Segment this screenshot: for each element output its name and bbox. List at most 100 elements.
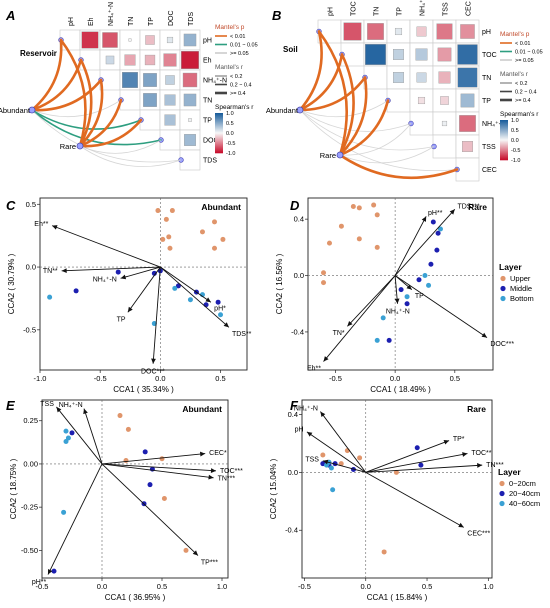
plot-title: Rare bbox=[468, 202, 487, 212]
legend-colorbar-step bbox=[500, 135, 508, 137]
sample-point bbox=[374, 244, 380, 250]
sample-point bbox=[393, 469, 399, 475]
plot-title: Rare bbox=[467, 404, 486, 414]
env-arrow-label: pH* bbox=[214, 305, 226, 312]
heatmap-cell bbox=[460, 24, 475, 39]
panel-letter-d: D bbox=[290, 198, 300, 213]
legend-colorbar-step bbox=[215, 131, 223, 133]
env-arrow-label: CEC*** bbox=[467, 530, 490, 537]
x-axis-label: CCA1 ( 35.34% ) bbox=[113, 385, 174, 394]
legend-colorbar-step bbox=[500, 130, 508, 132]
env-arrow-label: TSS bbox=[305, 457, 319, 464]
y-tick-label: -0.50 bbox=[21, 546, 38, 555]
heatmap-cell bbox=[182, 72, 198, 88]
group-node-label: Rare bbox=[60, 142, 76, 151]
group-node bbox=[76, 142, 84, 150]
sample-point bbox=[155, 208, 161, 214]
env-arrow-head bbox=[223, 322, 229, 328]
y-tick-label: 0.4 bbox=[294, 215, 304, 224]
env-arrow bbox=[160, 266, 212, 303]
heatmap-cell bbox=[164, 94, 176, 106]
group-node-label: Abundant bbox=[0, 106, 31, 115]
legend-colorbar-step bbox=[215, 134, 223, 136]
y-tick-label: 0.0 bbox=[26, 263, 36, 272]
sample-point bbox=[117, 413, 123, 419]
env-arrow bbox=[323, 275, 396, 362]
legend-colorbar-step bbox=[500, 126, 508, 128]
env-arrow-head bbox=[127, 306, 133, 313]
env-arrow-head bbox=[322, 459, 329, 465]
env-arrow-head bbox=[208, 474, 214, 480]
env-arrow-label: pH** bbox=[32, 579, 47, 586]
x-axis-label: CCA1 ( 18.49% ) bbox=[370, 385, 431, 394]
plot-frame bbox=[307, 197, 494, 371]
heatmap-cell bbox=[181, 51, 199, 69]
legend-mantel-p-title: Mantel's p bbox=[215, 24, 245, 31]
group-node bbox=[296, 106, 304, 114]
env-arrow-label: TN** bbox=[43, 268, 58, 275]
sample-point bbox=[115, 269, 121, 275]
y-tick-label: -0.25 bbox=[21, 503, 38, 512]
legend-mantel-r-label: < 0.2 bbox=[515, 81, 527, 87]
sample-point bbox=[380, 315, 386, 321]
mantel-link bbox=[298, 53, 344, 112]
mantel-link bbox=[31, 109, 162, 146]
plot-frame bbox=[39, 197, 248, 371]
row-label: TDS bbox=[203, 158, 217, 165]
legend-colorbar-step bbox=[500, 155, 508, 157]
env-arrow-label: TOC*** bbox=[220, 468, 243, 475]
env-arrow bbox=[56, 406, 103, 465]
group-node bbox=[28, 106, 36, 114]
legend-colorbar-step bbox=[500, 154, 508, 156]
layer-legend-marker bbox=[499, 490, 505, 497]
row-label: Eh bbox=[203, 58, 212, 65]
row-label: DOC bbox=[203, 138, 219, 145]
row-label: NH₄⁺-N bbox=[203, 78, 227, 85]
sample-point bbox=[426, 282, 432, 288]
env-arrow-label: pH** bbox=[428, 210, 443, 217]
heatmap-cell bbox=[416, 72, 427, 83]
env-arrow-head bbox=[458, 522, 464, 528]
legend-mantel-r-label: >= 0.4 bbox=[515, 98, 531, 104]
sample-point bbox=[434, 247, 440, 253]
cca-panel-e: -0.5 0.0 0.5 1.0 -0.50 -0.25 0.00 0.25 CCA1 ( 36… bbox=[9, 399, 243, 602]
heatmap-cell bbox=[145, 35, 155, 45]
column-label: TOC bbox=[351, 1, 358, 16]
sample-point bbox=[416, 277, 422, 283]
sample-point bbox=[215, 299, 221, 305]
layer-legend-marker bbox=[499, 480, 505, 487]
sample-point bbox=[151, 321, 157, 327]
heatmap-cell bbox=[457, 44, 478, 65]
sample-point bbox=[414, 445, 420, 451]
env-arrow bbox=[365, 471, 465, 528]
env-arrow-label: TN*** bbox=[218, 475, 236, 482]
panel-letter-e: E bbox=[6, 398, 15, 413]
heatmap-cell bbox=[143, 93, 157, 107]
heatmap-cell bbox=[183, 93, 197, 107]
legend-colorbar-step bbox=[500, 122, 508, 124]
row-label: CEC bbox=[482, 167, 497, 174]
layer-legend-title: Layer bbox=[498, 467, 521, 477]
row-label: TSS bbox=[482, 144, 496, 151]
column-label: pH bbox=[68, 17, 75, 26]
sample-point bbox=[167, 245, 173, 251]
legend-colorbar-step bbox=[215, 145, 223, 147]
heatmap-cell bbox=[393, 49, 404, 60]
x-tick-label: -0.5 bbox=[329, 374, 342, 383]
env-arrow-head bbox=[323, 356, 329, 362]
env-arrow-head bbox=[347, 321, 353, 327]
mantel-link bbox=[78, 118, 143, 148]
sample-point bbox=[356, 205, 362, 211]
x-tick-label: -0.5 bbox=[36, 582, 49, 591]
legend-colorbar-step bbox=[215, 140, 223, 142]
env-arrow-label: NH₄⁺-N bbox=[59, 402, 83, 409]
env-arrow-head bbox=[205, 297, 211, 303]
heatmap-cell bbox=[188, 118, 192, 122]
legend-colorbar-step bbox=[215, 149, 223, 151]
heatmap-cell bbox=[102, 32, 118, 48]
sample-point bbox=[435, 230, 441, 236]
legend-colorbar-step bbox=[500, 151, 508, 153]
env-arrow bbox=[306, 431, 366, 473]
column-label: TN bbox=[128, 17, 135, 26]
env-arrow bbox=[101, 463, 214, 479]
